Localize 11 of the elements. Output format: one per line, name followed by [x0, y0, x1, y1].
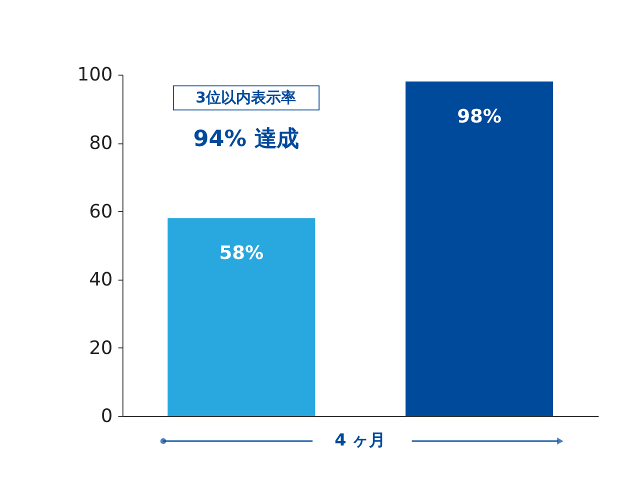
y-tick-label: 20	[89, 338, 113, 359]
y-tick-label: 100	[77, 64, 113, 86]
y-tick-label: 80	[89, 133, 113, 154]
data-label: 58%	[219, 242, 264, 264]
annotation: 94% 達成	[193, 126, 298, 152]
y-tick-label: 0	[100, 406, 113, 428]
annotation: 3位以内表示率	[196, 88, 296, 107]
y-tick-label: 60	[89, 201, 113, 222]
x-axis-title: 4 ヶ月	[334, 430, 386, 450]
data-label: 98%	[457, 106, 502, 128]
y-tick-label: 40	[89, 270, 113, 291]
